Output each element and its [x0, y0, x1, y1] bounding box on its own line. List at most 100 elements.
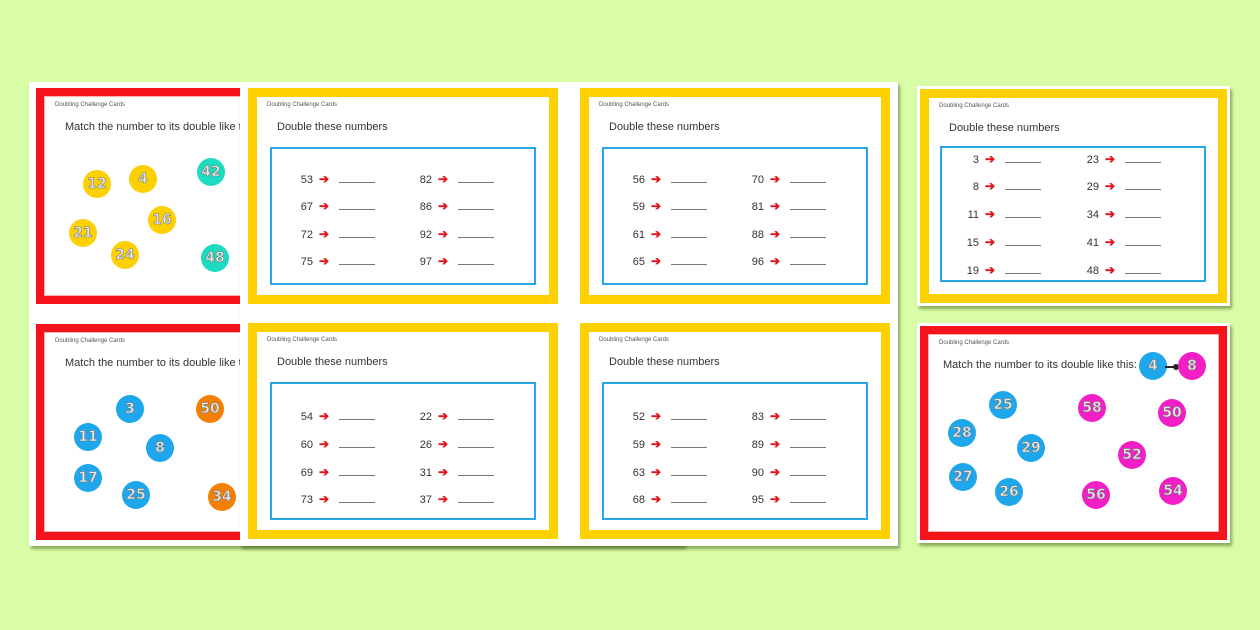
number-bubble: 16	[148, 206, 176, 234]
answer-blank[interactable]	[458, 201, 495, 210]
problem-row: 89 ➔	[744, 437, 827, 451]
problem-row: 90 ➔	[744, 465, 827, 479]
arrow-right-icon: ➔	[770, 492, 781, 506]
answer-blank[interactable]	[1125, 181, 1162, 190]
answer-blank[interactable]	[1005, 265, 1042, 274]
problem-row: 54 ➔	[293, 409, 376, 423]
card-title: Match the number to its double like th	[65, 121, 248, 133]
problem-row: 97 ➔	[412, 254, 495, 268]
answer-blank[interactable]	[671, 201, 708, 210]
number-bubble: 3	[116, 395, 144, 423]
problem-row: 23 ➔	[1079, 152, 1162, 166]
problem-row: 70 ➔	[744, 172, 827, 186]
problem-row: 88 ➔	[744, 227, 827, 241]
answer-blank[interactable]	[339, 411, 376, 420]
number-bubble: 28	[948, 419, 976, 447]
problem-row: 26 ➔	[412, 437, 495, 451]
answer-blank[interactable]	[339, 467, 376, 476]
problem-row: 75 ➔	[293, 254, 376, 268]
answer-blank[interactable]	[790, 256, 827, 265]
arrow-right-icon: ➔	[770, 199, 781, 213]
answer-blank[interactable]	[458, 411, 495, 420]
problem-row: 83 ➔	[744, 409, 827, 423]
arrow-right-icon: ➔	[319, 199, 330, 213]
problem-row: 81 ➔	[744, 199, 827, 213]
answer-blank[interactable]	[1005, 154, 1042, 163]
arrow-right-icon: ➔	[770, 254, 781, 268]
example-bubble-from: 4	[1139, 352, 1167, 380]
arrow-right-icon: ➔	[319, 409, 330, 423]
answer-blank[interactable]	[790, 411, 827, 420]
answer-blank[interactable]	[1005, 181, 1042, 190]
answer-blank[interactable]	[339, 201, 376, 210]
problem-row: 53 ➔	[293, 172, 376, 186]
answer-blank[interactable]	[458, 174, 495, 183]
answer-blank[interactable]	[458, 439, 495, 448]
problem-row: 59 ➔	[625, 199, 708, 213]
answer-blank[interactable]	[1005, 237, 1042, 246]
answer-blank[interactable]	[790, 494, 827, 503]
answer-blank[interactable]	[790, 467, 827, 476]
answer-box	[602, 382, 868, 520]
problem-row: 72 ➔	[293, 227, 376, 241]
answer-blank[interactable]	[339, 229, 376, 238]
arrow-right-icon: ➔	[985, 152, 996, 166]
arrow-right-icon: ➔	[319, 437, 330, 451]
double-card-2: Doubling Challenge Cards Double these nu…	[580, 88, 890, 304]
arrow-right-icon: ➔	[319, 227, 330, 241]
answer-blank[interactable]	[1125, 209, 1162, 218]
double-card-1: Doubling Challenge Cards Double these nu…	[248, 88, 558, 304]
problem-row: 67 ➔	[293, 199, 376, 213]
arrow-right-icon: ➔	[651, 492, 662, 506]
answer-blank[interactable]	[671, 467, 708, 476]
answer-blank[interactable]	[671, 229, 708, 238]
number-bubble: 25	[122, 481, 150, 509]
problem-row: 96 ➔	[744, 254, 827, 268]
double-card-5: Doubling Challenge Cards Double these nu…	[920, 89, 1227, 303]
answer-blank[interactable]	[1005, 209, 1042, 218]
answer-blank[interactable]	[1125, 154, 1162, 163]
double-card-3: Doubling Challenge Cards Double these nu…	[248, 323, 558, 539]
answer-blank[interactable]	[790, 229, 827, 238]
arrow-right-icon: ➔	[319, 492, 330, 506]
arrow-right-icon: ➔	[1105, 179, 1116, 193]
number-bubble: 50	[196, 395, 224, 423]
problem-row: 65 ➔	[625, 254, 708, 268]
arrow-right-icon: ➔	[651, 227, 662, 241]
answer-blank[interactable]	[671, 174, 708, 183]
arrow-right-icon: ➔	[438, 172, 449, 186]
number-bubble: 25	[989, 391, 1017, 419]
answer-blank[interactable]	[790, 174, 827, 183]
answer-blank[interactable]	[671, 411, 708, 420]
arrow-right-icon: ➔	[319, 172, 330, 186]
answer-blank[interactable]	[458, 256, 495, 265]
problem-row: 69 ➔	[293, 465, 376, 479]
answer-box	[270, 147, 536, 285]
answer-blank[interactable]	[339, 439, 376, 448]
arrow-right-icon: ➔	[985, 235, 996, 249]
answer-blank[interactable]	[1125, 265, 1162, 274]
answer-blank[interactable]	[790, 439, 827, 448]
answer-blank[interactable]	[1125, 237, 1162, 246]
answer-blank[interactable]	[458, 467, 495, 476]
answer-blank[interactable]	[458, 229, 495, 238]
answer-blank[interactable]	[790, 201, 827, 210]
problem-row: 63 ➔	[625, 465, 708, 479]
answer-blank[interactable]	[339, 256, 376, 265]
example-bubble-to: 8	[1178, 352, 1206, 380]
answer-blank[interactable]	[339, 174, 376, 183]
arrow-right-icon: ➔	[770, 409, 781, 423]
problem-row: 73 ➔	[293, 492, 376, 506]
answer-blank[interactable]	[671, 256, 708, 265]
number-bubble: 27	[949, 463, 977, 491]
answer-blank[interactable]	[671, 439, 708, 448]
arrow-right-icon: ➔	[651, 437, 662, 451]
arrow-right-icon: ➔	[319, 254, 330, 268]
arrow-right-icon: ➔	[985, 263, 996, 277]
answer-blank[interactable]	[339, 494, 376, 503]
answer-blank[interactable]	[671, 494, 708, 503]
answer-blank[interactable]	[458, 494, 495, 503]
arrow-right-icon: ➔	[651, 409, 662, 423]
arrow-right-icon: ➔	[319, 465, 330, 479]
arrow-right-icon: ➔	[438, 199, 449, 213]
